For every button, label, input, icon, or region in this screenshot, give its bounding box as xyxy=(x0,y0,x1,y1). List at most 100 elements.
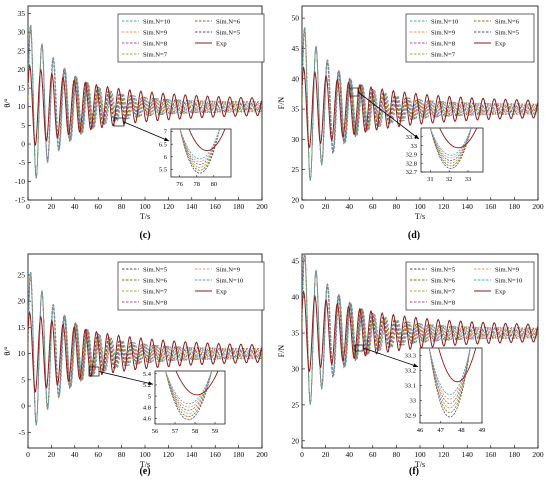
inset-y-tick-label: 33.2 xyxy=(405,368,416,375)
y-tick-label: 45 xyxy=(292,257,300,266)
legend-box xyxy=(405,261,535,311)
inset-series-group xyxy=(428,348,477,418)
x-tick-label: 180 xyxy=(509,450,521,459)
x-tick-label: 120 xyxy=(438,450,450,459)
series-line-n8 xyxy=(302,254,538,405)
x-tick-label: 80 xyxy=(393,202,401,211)
y-tick-label: 10 xyxy=(18,102,26,111)
y-tick-label: 30 xyxy=(292,364,300,373)
legend-entry: Sim.N=5 xyxy=(431,266,456,273)
inset-y-tick-label: 5 xyxy=(148,393,151,400)
x-tick-label: 180 xyxy=(233,450,245,459)
x-tick-label: 20 xyxy=(322,450,330,459)
legend-entry: Sim.N=5 xyxy=(216,29,241,36)
legend: Sim.N=5 Sim.N=9 Sim.N=6 Sim.N=10 Sim.N=7 Exp S… xyxy=(405,261,535,311)
inset-x-tick-label: 78 xyxy=(193,181,200,188)
inset-series-n10 xyxy=(165,371,213,405)
inset-y-tick-label: 33.1 xyxy=(405,383,416,390)
legend-entry: Sim.N=8 xyxy=(143,299,168,306)
inset-y-tick-label: 5.2 xyxy=(143,382,151,389)
x-tick-label: 80 xyxy=(393,450,401,459)
inset-y-tick-label: 32.9 xyxy=(405,413,416,420)
chart-panel-3: 0 20 40 60 80 100 120 140 160 180 200202530354045T… xyxy=(277,253,544,477)
inset-chart: 46 47 48 49 32.9 33 33.1 33.2 33.3 xyxy=(405,347,485,434)
y-tick-label: 25 xyxy=(18,46,26,55)
y-tick-label: 0 xyxy=(21,140,25,149)
series-line-exp xyxy=(302,290,538,373)
series-line-n5 xyxy=(28,24,262,179)
series-line-n5 xyxy=(302,27,538,181)
x-tick-label: 160 xyxy=(210,202,222,211)
legend-entry: Sim.N=6 xyxy=(143,277,168,284)
inset-series-n8 xyxy=(428,348,471,404)
x-tick-label: 0 xyxy=(300,202,304,211)
legend-box xyxy=(117,261,265,311)
inset-series-group xyxy=(429,128,478,169)
x-tick-label: 200 xyxy=(532,202,544,211)
series-group xyxy=(28,24,262,179)
inset-chart: 56 57 58 59 4.6 4.8 5 5.2 5.4 xyxy=(143,370,226,435)
legend-entry: Sim.N=8 xyxy=(431,40,456,47)
y-tick-label: 20 xyxy=(292,196,300,205)
inset-x-tick-label: 76 xyxy=(176,181,183,188)
inset-series-exp xyxy=(175,371,219,396)
y-tick-label: 5 xyxy=(21,121,25,130)
chart-panel-0: 0 20 40 60 80 100 120 140 160 180 200 -15 -10 -5 0 5 10 1… xyxy=(3,5,268,241)
y-tick-label: 15 xyxy=(18,323,26,332)
series-line-n8 xyxy=(28,272,262,426)
inset-y-tick-label: 6 xyxy=(164,154,168,161)
chart-panel-2: 0 20 40 60 80 100 120 140 160 180 200 -5 0 5 10 15 20 25 T… xyxy=(3,253,268,477)
inset-series-n7 xyxy=(165,371,213,414)
legend-entry: Sim.N=9 xyxy=(431,29,456,36)
x-tick-label: 100 xyxy=(414,450,426,459)
x-tick-label: 80 xyxy=(118,450,126,459)
x-tick-label: 60 xyxy=(369,202,377,211)
x-tick-label: 140 xyxy=(186,450,198,459)
inset-chart: 76 78 80 5.5 6 6.5 7 xyxy=(159,128,232,188)
inset-series-exp xyxy=(438,348,477,383)
inset-series-n9 xyxy=(179,129,221,163)
inset-series-n8 xyxy=(165,371,213,411)
legend-entry: Sim.N=8 xyxy=(431,299,456,306)
x-tick-label: 100 xyxy=(139,450,151,459)
inset-series-n7 xyxy=(429,128,472,164)
y-tick-label: 20 xyxy=(292,436,300,445)
legend: Sim.N=10 Sim.N=6 Sim.N=9 Sim.N=5 Sim.N=8 Exp S… xyxy=(117,13,265,63)
y-tick-label: -10 xyxy=(15,177,25,186)
inset-y-tick-label: 33.3 xyxy=(405,353,416,360)
y-axis-label: F/N xyxy=(277,345,286,358)
y-tick-label: -5 xyxy=(19,428,25,437)
y-tick-label: -5 xyxy=(19,158,25,167)
legend: Sim.N=5 Sim.N=9 Sim.N=6 Sim.N=10 Sim.N=7 Exp S… xyxy=(117,261,265,311)
x-tick-label: 140 xyxy=(186,202,198,211)
inset-x-tick-label: 59 xyxy=(212,428,219,435)
series-line-n9 xyxy=(302,254,538,405)
inset-y-tick-label: 33 xyxy=(410,398,417,405)
x-axis-label: T/s xyxy=(140,212,150,221)
legend: Sim.N=10 Sim.N=6 Sim.N=9 Sim.N=5 Sim.N=8 Exp S… xyxy=(405,13,535,63)
inset-y-tick-label: 6.5 xyxy=(159,141,167,148)
inset-series-group xyxy=(179,129,226,174)
y-tick-label: 20 xyxy=(18,65,26,74)
y-tick-label: 25 xyxy=(18,270,26,279)
x-tick-label: 120 xyxy=(163,202,175,211)
y-tick-label: 0 xyxy=(21,402,25,411)
y-tick-label: 40 xyxy=(292,74,300,83)
inset-series-n5 xyxy=(165,371,213,421)
inset-x-tick-label: 57 xyxy=(172,428,179,435)
y-tick-label: 15 xyxy=(18,84,26,93)
zoom-arrow-head xyxy=(414,134,419,139)
inset-series-exp xyxy=(439,128,478,149)
x-axis-label: T/s xyxy=(140,460,150,469)
y-tick-label: 30 xyxy=(292,135,300,144)
inset-x-tick-label: 31 xyxy=(427,176,434,183)
y-tick-label: 25 xyxy=(292,165,300,174)
panel-caption: (d) xyxy=(408,230,420,241)
x-tick-label: 60 xyxy=(94,450,102,459)
x-tick-label: 200 xyxy=(256,202,268,211)
inset-series-n5 xyxy=(429,128,472,169)
inset-y-tick-label: 5.5 xyxy=(159,167,167,174)
y-tick-label: 50 xyxy=(292,14,300,23)
series-line-n10 xyxy=(302,27,538,181)
